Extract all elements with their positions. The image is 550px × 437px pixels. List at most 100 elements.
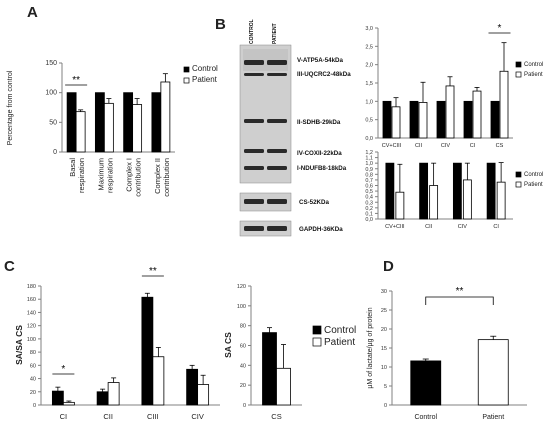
x-tick-label: Maximumrespiration bbox=[96, 158, 114, 193]
y-tick-label: 0 bbox=[243, 403, 246, 409]
x-tick-label: Control bbox=[414, 414, 437, 421]
significance-bracket bbox=[425, 296, 494, 305]
y-tick-label: 2,0 bbox=[365, 63, 373, 69]
y-tick-label: 0,2 bbox=[365, 206, 373, 212]
y-tick-label: 20 bbox=[381, 327, 387, 333]
x-tick-label: Patient bbox=[482, 414, 504, 421]
significance-marker: * bbox=[61, 364, 65, 375]
x-tick-label: CS bbox=[496, 143, 504, 149]
bar-control-0 bbox=[385, 162, 395, 220]
y-axis-label: SA CS bbox=[223, 332, 233, 358]
x-tick-label: Complex Icontribution bbox=[125, 158, 143, 197]
bar-control-3 bbox=[486, 162, 496, 220]
band-gapdh-control bbox=[244, 226, 264, 231]
band-control-0 bbox=[244, 60, 264, 65]
legend-label-patient: Patient bbox=[324, 337, 355, 348]
x-tick-label: CV+CIII bbox=[385, 224, 405, 230]
legend-label-patient: Patient bbox=[524, 182, 543, 188]
bar-patient bbox=[477, 339, 509, 406]
y-tick-label: 0,5 bbox=[365, 189, 373, 195]
x-tick-label: CI bbox=[470, 143, 476, 149]
y-tick-label: 0,4 bbox=[365, 195, 373, 201]
legend-swatch-patient bbox=[515, 71, 522, 78]
significance-marker: ** bbox=[149, 266, 157, 277]
y-tick-label: 100 bbox=[237, 304, 246, 310]
band-cs-patient bbox=[267, 199, 287, 204]
x-tick-label: CIV bbox=[441, 143, 451, 149]
y-axis-label: Percentage from control bbox=[7, 70, 14, 145]
legend-swatch-patient bbox=[183, 77, 190, 84]
bar-control-4 bbox=[490, 100, 500, 139]
y-axis-label: µM of lactate/µg of protein bbox=[367, 307, 374, 388]
y-tick-label: 0,0 bbox=[365, 217, 373, 223]
bar-control-1 bbox=[409, 100, 419, 139]
x-tick-label: Complex IIcontribution bbox=[153, 158, 171, 197]
y-tick-label: 0,3 bbox=[365, 200, 373, 206]
band-patient-4 bbox=[267, 166, 287, 170]
y-tick-label: 60 bbox=[30, 363, 36, 369]
y-tick-label: 25 bbox=[381, 308, 387, 314]
legend-label-control: Control bbox=[524, 62, 543, 68]
y-tick-label: 0 bbox=[33, 403, 36, 409]
band-label-4: I-NDUFB8-18kDa bbox=[297, 165, 347, 172]
legend-swatch-control bbox=[515, 171, 522, 178]
legend-label-patient: Patient bbox=[192, 75, 218, 84]
significance-marker: ** bbox=[72, 75, 80, 86]
y-tick-label: 10 bbox=[381, 365, 387, 371]
y-tick-label: 50 bbox=[49, 119, 57, 126]
band-label-2: II-SDHB-29kDa bbox=[297, 119, 341, 126]
bar-control-2 bbox=[452, 162, 462, 220]
y-tick-label: 1,1 bbox=[365, 156, 373, 162]
y-tick-label: 180 bbox=[27, 284, 36, 290]
panel-label-a: A bbox=[27, 4, 38, 21]
y-tick-label: 0,6 bbox=[365, 184, 373, 190]
band-gapdh-patient bbox=[267, 226, 287, 231]
x-tick-label: CIV bbox=[458, 224, 468, 230]
y-tick-label: 0,7 bbox=[365, 178, 373, 184]
y-tick-label: 20 bbox=[240, 383, 246, 389]
legend-swatch-patient bbox=[312, 337, 322, 347]
band-control-2 bbox=[244, 119, 264, 123]
band-control-1 bbox=[244, 73, 264, 76]
y-tick-label: 20 bbox=[30, 390, 36, 396]
bar-control-1 bbox=[419, 162, 429, 220]
y-tick-label: 1,0 bbox=[365, 161, 373, 167]
x-tick-label: Basalrespiration bbox=[68, 158, 86, 193]
y-tick-label: 150 bbox=[45, 60, 57, 67]
significance-marker: * bbox=[498, 23, 502, 34]
band-label-3: IV-COXII-22kDa bbox=[297, 150, 342, 157]
y-tick-label: 15 bbox=[381, 346, 387, 352]
bar-control-3 bbox=[463, 100, 473, 139]
y-tick-label: 100 bbox=[27, 337, 36, 343]
legend-swatch-control bbox=[312, 325, 322, 335]
y-tick-label: 40 bbox=[30, 377, 36, 383]
blot-smear-top bbox=[243, 49, 288, 71]
band-patient-0 bbox=[267, 60, 287, 65]
lane-label-control: CONTROL bbox=[249, 19, 255, 44]
y-tick-label: 0,0 bbox=[365, 136, 373, 142]
band-label-0: V-ATP5A-54kDa bbox=[297, 57, 344, 64]
legend-swatch-control bbox=[515, 61, 522, 68]
y-tick-label: 5 bbox=[384, 384, 387, 390]
y-tick-label: 160 bbox=[27, 297, 36, 303]
bar-control bbox=[410, 360, 442, 406]
lane-label-patient: PATIENT bbox=[272, 23, 278, 44]
y-tick-label: 0,5 bbox=[365, 118, 373, 124]
y-tick-label: 0 bbox=[53, 149, 57, 156]
y-tick-label: 1,2 bbox=[365, 150, 373, 156]
x-tick-label: CII bbox=[425, 224, 433, 230]
y-tick-label: 1,0 bbox=[365, 99, 373, 105]
y-tick-label: 1,5 bbox=[365, 81, 373, 87]
y-tick-label: 80 bbox=[240, 324, 246, 330]
legend-label-control: Control bbox=[324, 325, 356, 336]
x-tick-label: CII bbox=[415, 143, 423, 149]
band-cs-control bbox=[244, 199, 264, 204]
panel-label-c: C bbox=[4, 258, 15, 275]
panel-label-d: D bbox=[383, 258, 394, 275]
legend-label-patient: Patient bbox=[524, 72, 543, 78]
band-patient-2 bbox=[267, 119, 287, 123]
bar-control-2 bbox=[436, 100, 446, 139]
y-tick-label: 30 bbox=[381, 289, 387, 295]
